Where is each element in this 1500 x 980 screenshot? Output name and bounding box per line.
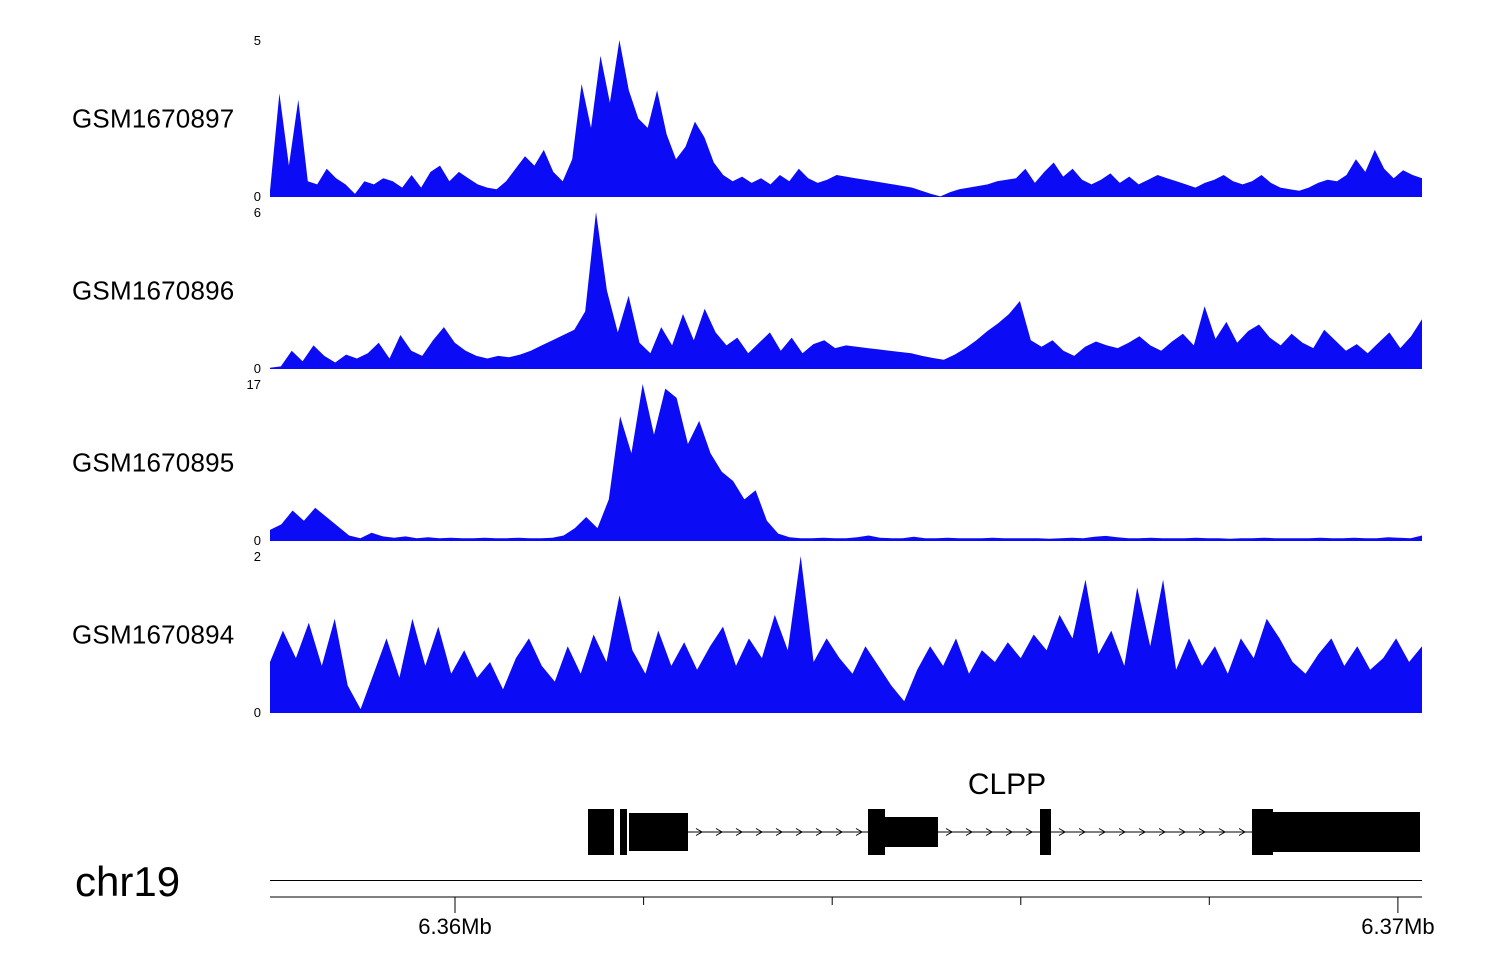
gene-name-label: CLPP (967, 768, 1047, 801)
chromosome-label: chr19 (75, 858, 181, 905)
axis-tick-label: 6.36Mb (418, 914, 492, 939)
track-label: GSM1670895 (72, 447, 235, 477)
axis-labels: 6.36Mb 6.37Mb (270, 914, 1434, 946)
track-plot: 17 0 (247, 378, 1422, 547)
gene-model (588, 809, 1420, 855)
y-max-label: 5 (253, 33, 261, 48)
track-label: GSM1670897 (72, 103, 235, 133)
track-label: GSM1670894 (72, 619, 235, 649)
y-min-label: 0 (253, 189, 261, 204)
coverage-area (270, 556, 1422, 713)
gene-track: CLPP (270, 768, 1422, 878)
coverage-area (270, 40, 1422, 197)
track-row: GSM1670895 17 0 (0, 378, 1500, 547)
baseline-rule (270, 880, 1422, 881)
y-min-label: 0 (253, 361, 261, 376)
track-row: GSM1670894 2 0 (0, 550, 1500, 719)
track-plot: 6 0 (254, 206, 1422, 375)
y-max-label: 6 (253, 205, 261, 220)
track-row: GSM1670897 5 0 (0, 34, 1500, 203)
y-max-label: 17 (246, 377, 261, 392)
track-row: GSM1670896 6 0 (0, 206, 1500, 375)
y-min-label: 0 (253, 533, 261, 548)
track-label: GSM1670896 (72, 275, 235, 305)
y-max-label: 2 (253, 549, 261, 564)
genome-axis (270, 896, 1422, 913)
track-plot: 2 0 (254, 550, 1422, 719)
axis-tick-label: 6.37Mb (1361, 914, 1435, 939)
y-min-label: 0 (253, 705, 261, 720)
coverage-area (270, 384, 1422, 541)
track-plot: 5 0 (254, 34, 1422, 203)
coverage-area (270, 212, 1422, 369)
